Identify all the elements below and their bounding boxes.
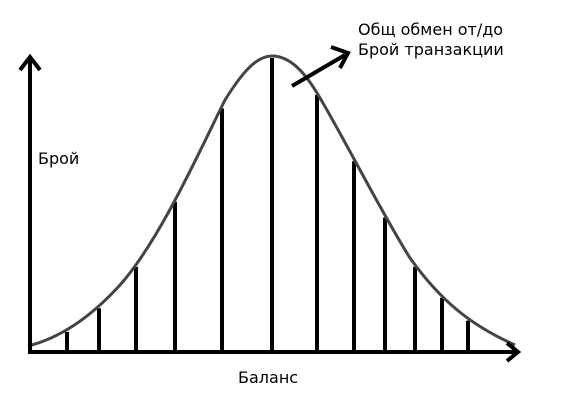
- x-axis-label: Баланс: [238, 368, 299, 387]
- bell-curve: [27, 54, 516, 348]
- x-axis-arrowhead: [505, 341, 522, 363]
- y-axis-label: Брой: [38, 149, 80, 168]
- annotation-arrow-line: [290, 53, 347, 88]
- annotation-line-1: Общ обмен от/до: [358, 20, 504, 39]
- annotation-line-2: Брой транзакции: [358, 40, 504, 59]
- frequency-bars: [65, 58, 470, 352]
- curve-annotation: Общ обмен от/до Брой транзакции: [358, 20, 504, 60]
- annotation-arrowhead: [330, 45, 351, 69]
- y-axis-arrowhead: [18, 53, 42, 72]
